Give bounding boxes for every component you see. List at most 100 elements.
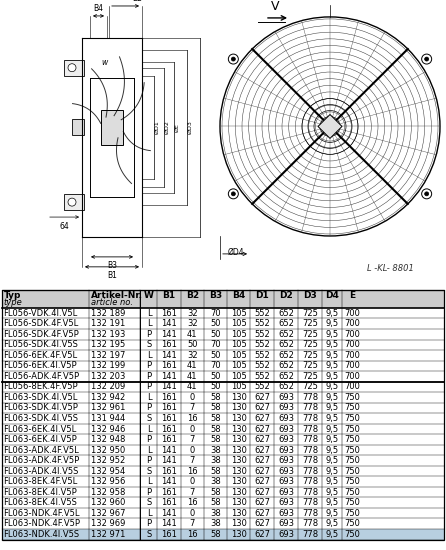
Text: 0: 0 bbox=[190, 509, 195, 518]
Text: 750: 750 bbox=[344, 404, 360, 412]
Text: 750: 750 bbox=[344, 530, 360, 539]
Bar bbox=[2, 403, 444, 413]
Bar bbox=[2, 329, 444, 339]
Bar bbox=[2, 308, 444, 318]
Text: B1: B1 bbox=[107, 271, 117, 280]
Text: FL063-ADK.4F.V5L: FL063-ADK.4F.V5L bbox=[4, 446, 79, 454]
Text: 693: 693 bbox=[278, 404, 294, 412]
Text: 9,5: 9,5 bbox=[326, 372, 339, 381]
Text: 778: 778 bbox=[302, 435, 318, 444]
Text: 141: 141 bbox=[161, 382, 177, 392]
Text: 700: 700 bbox=[344, 309, 360, 318]
Text: 7: 7 bbox=[190, 456, 195, 465]
Text: D2: D2 bbox=[280, 292, 293, 300]
Text: 750: 750 bbox=[344, 509, 360, 518]
Circle shape bbox=[231, 192, 235, 196]
Text: 141: 141 bbox=[161, 456, 177, 465]
Text: type: type bbox=[4, 298, 22, 307]
Text: L: L bbox=[147, 393, 151, 402]
Text: 778: 778 bbox=[302, 466, 318, 476]
Text: 9,5: 9,5 bbox=[326, 498, 339, 507]
Text: P: P bbox=[146, 372, 152, 381]
Text: 130: 130 bbox=[231, 393, 247, 402]
Text: 16: 16 bbox=[187, 498, 198, 507]
Text: 50: 50 bbox=[210, 372, 221, 381]
Text: 778: 778 bbox=[302, 393, 318, 402]
Text: 161: 161 bbox=[161, 488, 177, 497]
Text: FL056-SDK.4F.V5P: FL056-SDK.4F.V5P bbox=[4, 330, 79, 339]
Text: 552: 552 bbox=[254, 361, 270, 370]
Text: 141: 141 bbox=[161, 330, 177, 339]
Text: 778: 778 bbox=[302, 509, 318, 518]
Text: 132 946: 132 946 bbox=[91, 425, 125, 433]
Text: 161: 161 bbox=[161, 340, 177, 349]
Text: 778: 778 bbox=[302, 488, 318, 497]
Text: 725: 725 bbox=[302, 372, 318, 381]
Text: 627: 627 bbox=[254, 477, 270, 486]
Text: 627: 627 bbox=[254, 498, 270, 507]
Text: Artikel-Nr.: Artikel-Nr. bbox=[91, 292, 143, 300]
Text: FL063-SDK.4I.V5S: FL063-SDK.4I.V5S bbox=[4, 414, 78, 423]
Text: 141: 141 bbox=[161, 519, 177, 528]
Text: FL056-6EK.4I.V5P: FL056-6EK.4I.V5P bbox=[4, 361, 77, 370]
Circle shape bbox=[425, 192, 429, 196]
Text: 9,5: 9,5 bbox=[326, 466, 339, 476]
Text: 700: 700 bbox=[344, 319, 360, 328]
Text: 9,5: 9,5 bbox=[326, 309, 339, 318]
Text: 130: 130 bbox=[231, 488, 247, 497]
Text: 50: 50 bbox=[210, 351, 221, 360]
Text: 9,5: 9,5 bbox=[326, 530, 339, 539]
Circle shape bbox=[421, 54, 432, 64]
Circle shape bbox=[228, 54, 238, 64]
Polygon shape bbox=[318, 114, 342, 139]
Text: FL063-ADK.4F.V5P: FL063-ADK.4F.V5P bbox=[4, 456, 80, 465]
Text: 725: 725 bbox=[302, 361, 318, 370]
Text: 132 969: 132 969 bbox=[91, 519, 125, 528]
Text: L: L bbox=[147, 509, 151, 518]
Text: 627: 627 bbox=[254, 425, 270, 433]
Text: 132 958: 132 958 bbox=[91, 488, 125, 497]
Text: FL063-8EK.4F.V5L: FL063-8EK.4F.V5L bbox=[4, 477, 78, 486]
Text: 725: 725 bbox=[302, 351, 318, 360]
Bar bbox=[2, 290, 444, 308]
Text: L: L bbox=[147, 319, 151, 328]
Text: 7: 7 bbox=[190, 404, 195, 412]
Text: S: S bbox=[146, 340, 152, 349]
Text: 693: 693 bbox=[278, 414, 294, 423]
Text: 9,5: 9,5 bbox=[326, 330, 339, 339]
Text: P: P bbox=[146, 361, 152, 370]
Text: 130: 130 bbox=[231, 498, 247, 507]
Text: 132 193: 132 193 bbox=[91, 330, 125, 339]
Text: FL056-8EK.4F.V5P: FL056-8EK.4F.V5P bbox=[4, 382, 78, 392]
Text: 9,5: 9,5 bbox=[326, 488, 339, 497]
Text: 652: 652 bbox=[278, 351, 294, 360]
Text: B3: B3 bbox=[107, 261, 117, 270]
Text: ØD4: ØD4 bbox=[228, 248, 244, 257]
Text: 725: 725 bbox=[302, 382, 318, 392]
Text: 627: 627 bbox=[254, 466, 270, 476]
Text: 627: 627 bbox=[254, 435, 270, 444]
Circle shape bbox=[228, 189, 238, 199]
Text: 32: 32 bbox=[187, 319, 198, 328]
Text: 750: 750 bbox=[344, 466, 360, 476]
Text: 725: 725 bbox=[302, 340, 318, 349]
Bar bbox=[2, 508, 444, 519]
Text: FL063-NDK.4F.V5P: FL063-NDK.4F.V5P bbox=[4, 519, 81, 528]
Text: 9,5: 9,5 bbox=[326, 425, 339, 433]
Text: 58: 58 bbox=[210, 435, 221, 444]
Text: 70: 70 bbox=[210, 340, 221, 349]
Text: 41: 41 bbox=[187, 361, 198, 370]
Text: Typ: Typ bbox=[4, 292, 21, 300]
Text: 7: 7 bbox=[190, 435, 195, 444]
Text: 652: 652 bbox=[278, 372, 294, 381]
Bar bbox=[2, 350, 444, 361]
Bar bbox=[2, 382, 444, 392]
Text: 9,5: 9,5 bbox=[326, 446, 339, 454]
Text: 700: 700 bbox=[344, 351, 360, 360]
Text: 552: 552 bbox=[254, 382, 270, 392]
Text: 131 944: 131 944 bbox=[91, 414, 125, 423]
Text: 693: 693 bbox=[278, 435, 294, 444]
Bar bbox=[2, 466, 444, 476]
Text: 627: 627 bbox=[254, 509, 270, 518]
Text: 750: 750 bbox=[344, 519, 360, 528]
